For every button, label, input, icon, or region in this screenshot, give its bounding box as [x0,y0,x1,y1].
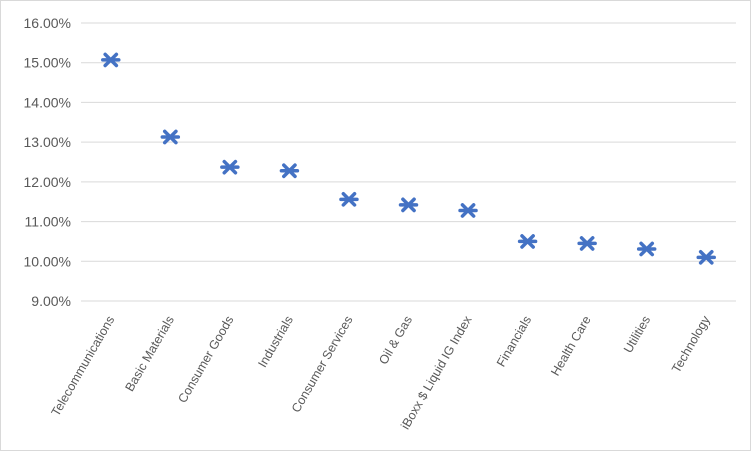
x-category-label: Telecommunications [49,314,118,419]
data-point-marker [517,234,538,249]
data-point-marker [696,249,716,265]
y-tick-label: 9.00% [31,293,71,309]
x-axis-labels: Telecommunications Basic MaterialsConsume… [49,313,714,432]
gridlines [81,22,736,302]
y-tick-label: 16.00% [24,15,71,31]
data-point-marker [339,191,359,207]
x-category-label: Basic Materials [122,314,176,394]
y-tick-label: 14.00% [24,94,71,110]
data-point-marker [398,197,419,213]
y-tick-label: 15.00% [24,55,71,71]
data-point-marker [220,159,240,175]
x-category-label: Oil & Gas [376,314,415,367]
x-category-label: Financials [494,314,534,370]
y-tick-label: 11.00% [25,214,71,230]
y-tick-label: 13.00% [24,134,71,150]
y-axis-ticks: 16.00% 15.00% 14.00% 13.00% 12.00% 11.00% 10.0… [24,15,71,309]
data-point-marker [636,241,657,257]
data-point-marker [279,163,300,179]
y-tick-label: 10.00% [24,253,71,269]
x-category-label: Utilities [621,314,653,356]
data-point-marker [160,129,181,145]
x-category-label: Consumer Goods [175,314,236,406]
x-category-label: Health Care [548,313,593,378]
data-point-marker [101,52,121,68]
x-category-label: Industrials [255,314,296,370]
data-points [101,52,716,265]
data-point-marker [577,236,597,251]
data-point-marker [458,203,478,218]
y-tick-label: 12.00% [24,174,71,190]
x-category-label: iBoxx $ Liquid IG Index [398,313,475,432]
x-category-label: Technology [669,313,713,375]
x-category-label: Consumer Services [289,314,356,415]
